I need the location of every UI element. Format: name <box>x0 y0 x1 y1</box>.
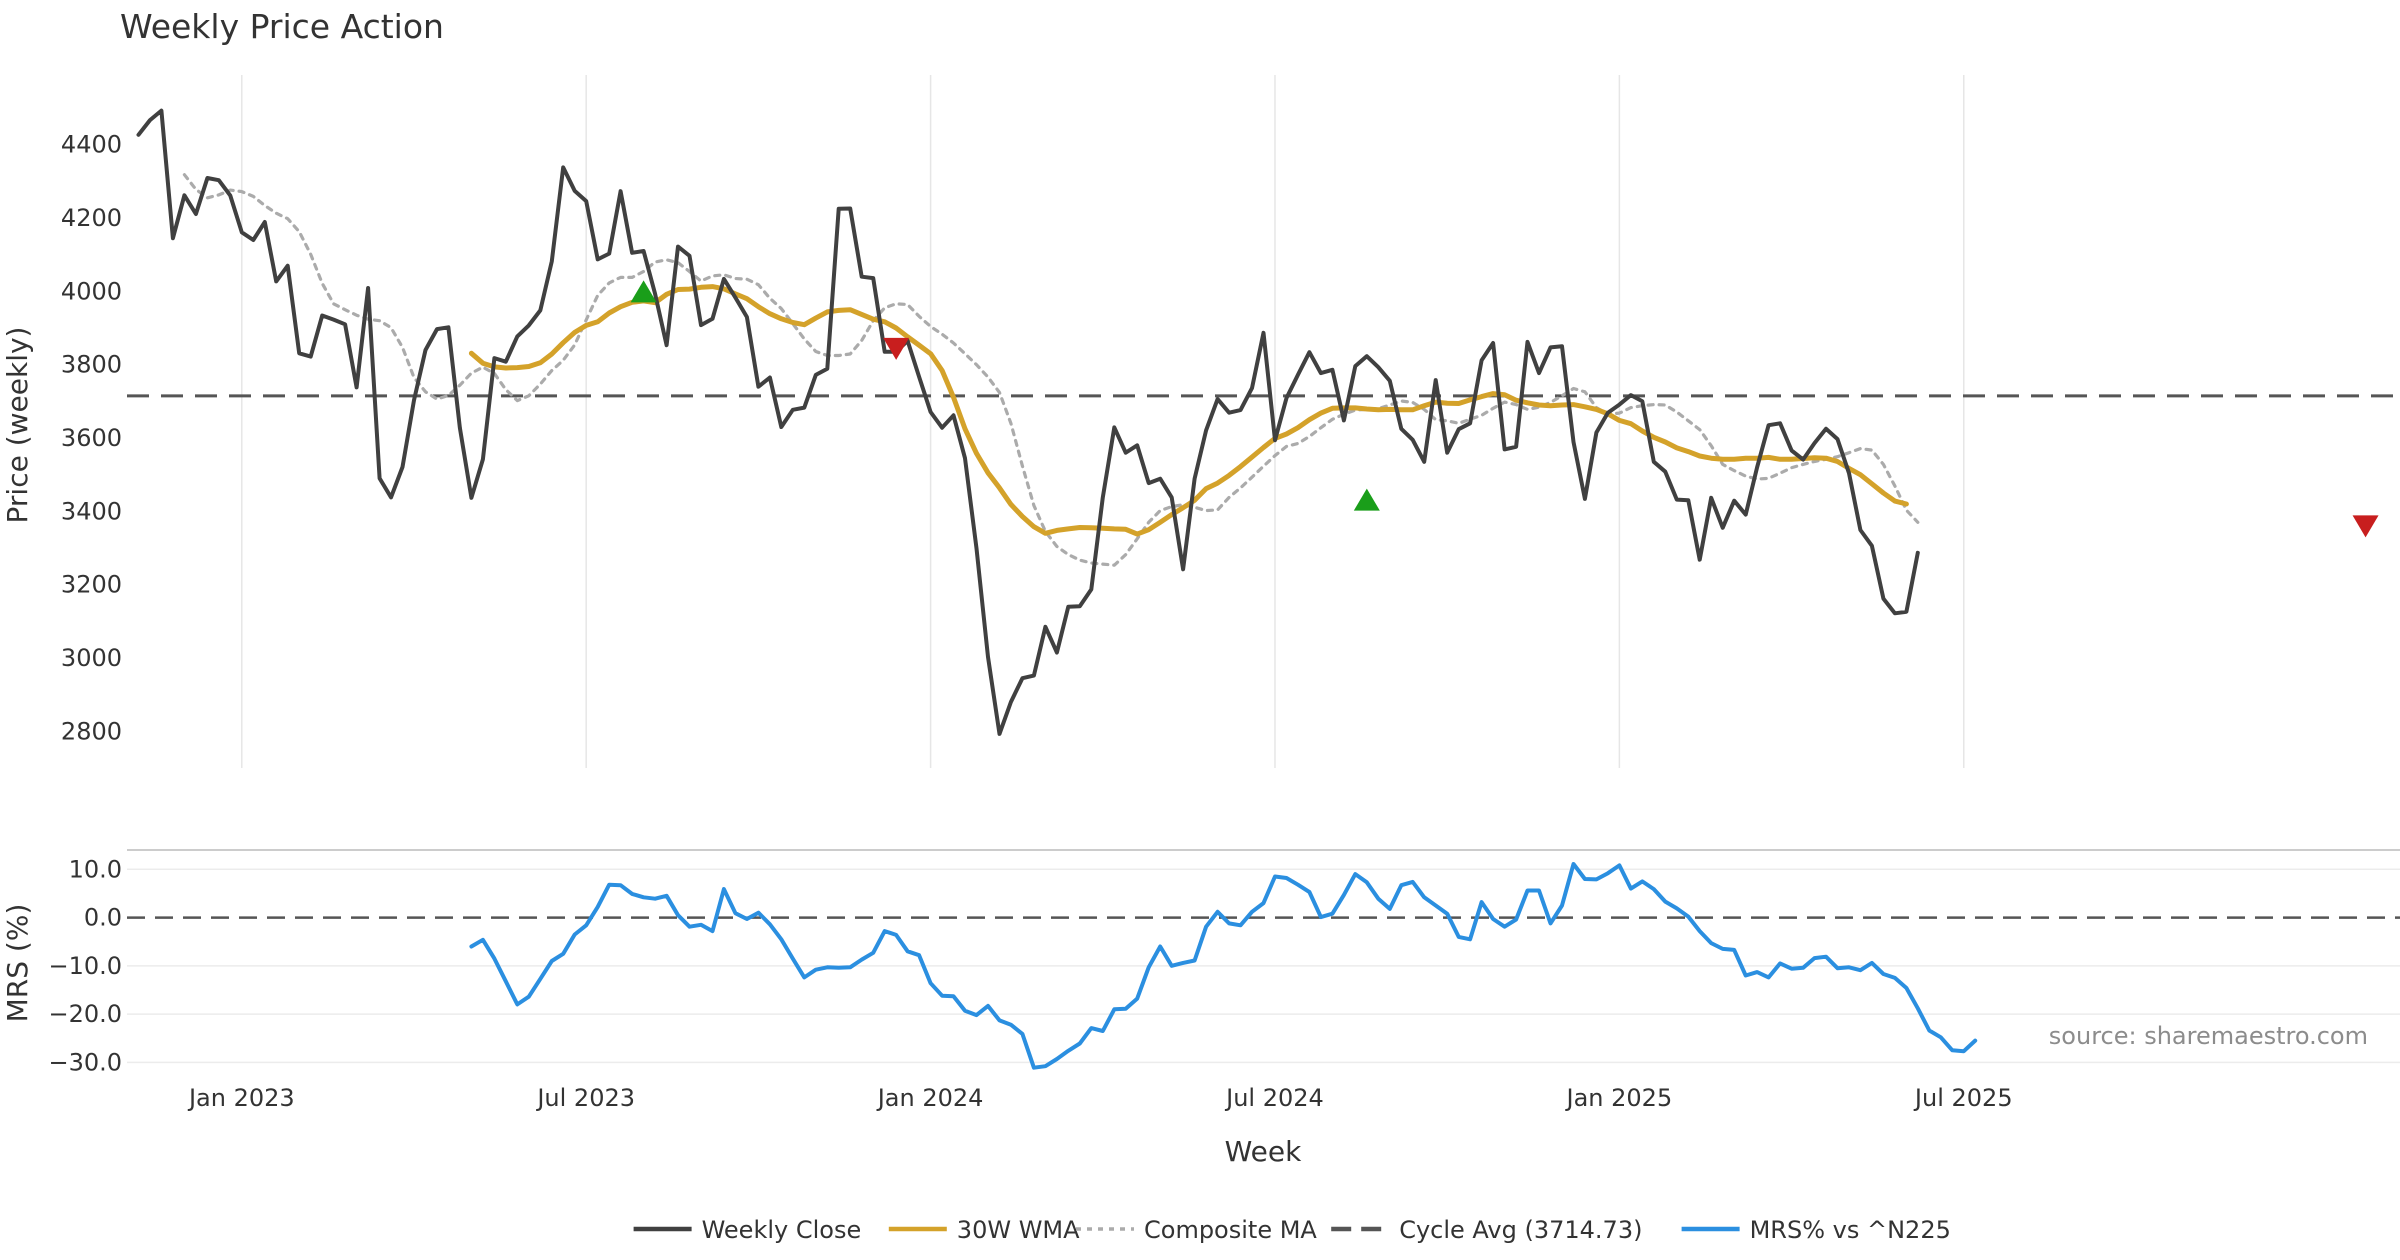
x-tick-label: Jan 2024 <box>876 1084 984 1112</box>
x-axis-ticks: Jan 2023 Jul 2023 Jan 2024 Jul 2024 Jan 2025… <box>187 1084 2013 1112</box>
source-credit: source: sharemaestro.com <box>2049 1022 2368 1050</box>
mrs-y-tick-label: −10.0 <box>48 952 122 980</box>
sell-signal-marker <box>2352 515 2379 538</box>
signal-markers <box>630 280 2379 538</box>
mrs-y-tick-label: −20.0 <box>48 1000 122 1028</box>
series-mrs-vs-n225 <box>469 862 1978 1070</box>
price-y-tick-label: 2800 <box>61 717 122 745</box>
x-tick-label: Jul 2024 <box>1224 1084 1324 1112</box>
legend-label: 30W WMA <box>957 1216 1080 1244</box>
buy-signal-marker <box>1353 488 1380 511</box>
price-y-tick-label: 4200 <box>61 204 122 232</box>
price-panel-series <box>136 108 1920 736</box>
mrs-y-tick-label: −30.0 <box>48 1048 122 1076</box>
price-panel-gridlines <box>241 75 1965 768</box>
x-tick-label: Jul 2025 <box>1913 1084 2013 1112</box>
legend-label: Cycle Avg (3714.73) <box>1399 1216 1642 1244</box>
legend-label: MRS% vs ^N225 <box>1750 1216 1951 1244</box>
legend-label: Composite MA <box>1144 1216 1317 1244</box>
series-30w-wma <box>468 284 1909 537</box>
price-y-tick-label: 3800 <box>61 351 122 379</box>
mrs-y-axis-label: MRS (%) <box>1 904 34 1023</box>
price-y-tick-label: 3200 <box>61 571 122 599</box>
price-y-tick-label: 4000 <box>61 277 122 305</box>
mrs-panel-series <box>469 862 1978 1070</box>
x-axis-label: Week <box>1225 1135 1302 1168</box>
series-weekly-close <box>136 108 1920 736</box>
chart-title: Weekly Price Action <box>120 7 444 46</box>
x-tick-label: Jan 2023 <box>187 1084 295 1112</box>
mrs-panel-gridlines <box>127 868 2400 1064</box>
mrs-y-axis-ticks: −30.0 −20.0 −10.0 0.0 10.0 <box>48 855 122 1076</box>
price-y-tick-label: 3600 <box>61 424 122 452</box>
series-composite-ma <box>182 173 1920 567</box>
mrs-y-tick-label: 10.0 <box>69 855 122 883</box>
mrs-y-tick-label: 0.0 <box>84 904 122 932</box>
x-tick-label: Jan 2025 <box>1565 1084 1673 1112</box>
x-tick-label: Jul 2023 <box>535 1084 635 1112</box>
price-y-tick-label: 4400 <box>61 131 122 159</box>
sell-signal-marker <box>883 337 910 360</box>
legend-label: Weekly Close <box>702 1216 862 1244</box>
price-y-tick-label: 3000 <box>61 644 122 672</box>
price-y-tick-label: 3400 <box>61 497 122 525</box>
price-y-axis-label: Price (weekly) <box>1 327 34 524</box>
buy-signal-marker <box>630 280 657 303</box>
price-y-axis-ticks: 2800 3000 3200 3400 3600 3800 4000 4200 4400 <box>61 131 122 746</box>
legend: Weekly Close 30W WMA Composite MA Cycle Avg… <box>633 1216 1951 1244</box>
